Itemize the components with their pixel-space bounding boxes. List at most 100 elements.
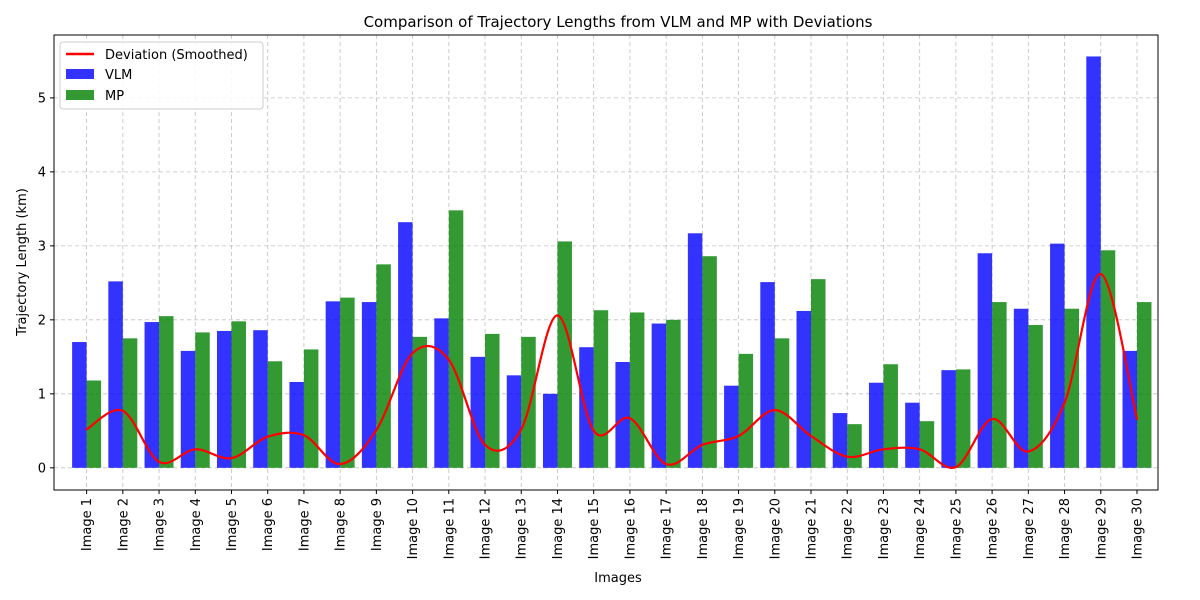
bar-mp (521, 336, 536, 468)
x-tick-label: Image 4 (189, 498, 204, 551)
bar-vlm (506, 375, 522, 468)
legend: Deviation (Smoothed) VLM MP (59, 41, 264, 110)
bar-vlm (905, 402, 920, 468)
bar-vlm (144, 322, 160, 468)
bar-mp (1100, 250, 1116, 468)
legend-label-mp: MP (105, 89, 124, 104)
bar-mp (159, 316, 174, 468)
y-tick-label: 5 (38, 91, 46, 106)
bar-vlm (615, 362, 630, 468)
bar-mp (1028, 325, 1043, 468)
x-tick-label: Image 18 (696, 498, 711, 559)
legend-label-deviation: Deviation (Smoothed) (105, 48, 248, 63)
x-tick-label: Image 23 (877, 498, 892, 559)
x-tick-label: Image 7 (297, 498, 312, 551)
x-tick-label: Image 20 (768, 498, 783, 559)
ticks-layer: 0 1 2 3 4 5 Image 1 Image 2 Image 3 Image 4 Image … (38, 91, 1146, 559)
x-tick-label: Image 26 (986, 498, 1001, 559)
x-tick-label: Image 12 (479, 498, 494, 559)
y-tick-label: 2 (38, 313, 46, 328)
bar-vlm (1122, 350, 1137, 468)
bar-mp (702, 256, 717, 468)
bar-mp (376, 264, 391, 468)
x-tick-label: Image 19 (732, 498, 747, 559)
bar-mp (738, 353, 754, 468)
line-layer (85, 272, 1139, 469)
bar-vlm (796, 310, 812, 468)
x-tick-label: Image 5 (225, 498, 240, 551)
x-tick-label: Image 25 (949, 498, 964, 559)
y-tick-label: 4 (38, 165, 46, 180)
x-tick-label: Image 11 (442, 498, 457, 559)
bar-vlm (108, 281, 123, 468)
bar-vlm (868, 382, 884, 468)
bar-vlm (542, 393, 558, 468)
bar-vlm (398, 222, 413, 468)
bar-vlm (832, 413, 848, 468)
x-tick-label: Image 21 (805, 498, 820, 559)
x-tick-label: Image 15 (587, 498, 602, 559)
x-tick-label: Image 30 (1130, 498, 1145, 559)
bars-layer (72, 56, 1152, 468)
bar-vlm (977, 253, 993, 468)
bar-mp (593, 310, 609, 468)
bar-mp (195, 332, 210, 468)
legend-swatch-vlm (66, 69, 94, 79)
bar-mp (231, 321, 246, 468)
x-tick-label: Image 2 (116, 498, 131, 551)
bar-mp (557, 241, 572, 468)
bar-mp (485, 333, 500, 468)
bar-mp (955, 369, 971, 468)
x-tick-label: Image 16 (623, 498, 638, 559)
bar-mp (629, 312, 645, 468)
y-tick-label: 3 (38, 239, 46, 254)
bar-mp (412, 336, 428, 468)
y-tick-label: 1 (38, 387, 46, 402)
bar-mp (448, 210, 464, 468)
bar-vlm (72, 342, 87, 468)
bar-vlm (180, 350, 196, 468)
x-tick-label: Image 8 (334, 498, 349, 551)
x-tick-label: Image 27 (1022, 498, 1037, 559)
y-axis-label: Trajectory Length (km) (15, 188, 30, 337)
bar-vlm (361, 302, 377, 468)
bar-mp (919, 421, 935, 468)
plot-frame (53, 34, 1159, 491)
bar-vlm (941, 370, 956, 468)
bar-mp (1064, 308, 1080, 468)
x-tick-label: Image 6 (261, 498, 276, 551)
bar-vlm (470, 356, 486, 468)
bar-mp (340, 297, 355, 468)
bar-vlm (1050, 243, 1065, 468)
bar-vlm (289, 381, 304, 468)
x-tick-label: Image 17 (660, 498, 675, 559)
bar-vlm (325, 301, 341, 468)
bar-mp (811, 279, 826, 468)
x-tick-label: Image 22 (841, 498, 856, 559)
x-tick-label: Image 9 (370, 498, 385, 551)
x-tick-label: Image 28 (1058, 498, 1073, 559)
bar-mp (992, 302, 1007, 468)
bar-mp (122, 338, 138, 468)
bar-mp (303, 349, 319, 468)
bar-mp (883, 364, 898, 468)
bar-vlm (760, 282, 775, 468)
x-tick-label: Image 29 (1094, 498, 1109, 559)
x-tick-label: Image 13 (515, 498, 530, 559)
deviation-line (85, 272, 1139, 469)
chart-title: Comparison of Trajectory Lengths from VL… (364, 13, 873, 31)
bar-vlm (253, 330, 268, 468)
bar-mp (774, 338, 790, 468)
x-tick-label: Image 3 (153, 498, 168, 551)
bar-vlm (724, 385, 739, 468)
y-tick-label: 0 (38, 461, 46, 476)
bar-mp (666, 319, 681, 468)
x-tick-label: Image 24 (913, 498, 928, 559)
bar-mp (267, 361, 283, 468)
legend-label-vlm: VLM (105, 68, 132, 83)
bar-vlm (651, 323, 667, 468)
x-tick-label: Image 14 (551, 498, 566, 559)
x-tick-label: Image 1 (80, 498, 95, 551)
